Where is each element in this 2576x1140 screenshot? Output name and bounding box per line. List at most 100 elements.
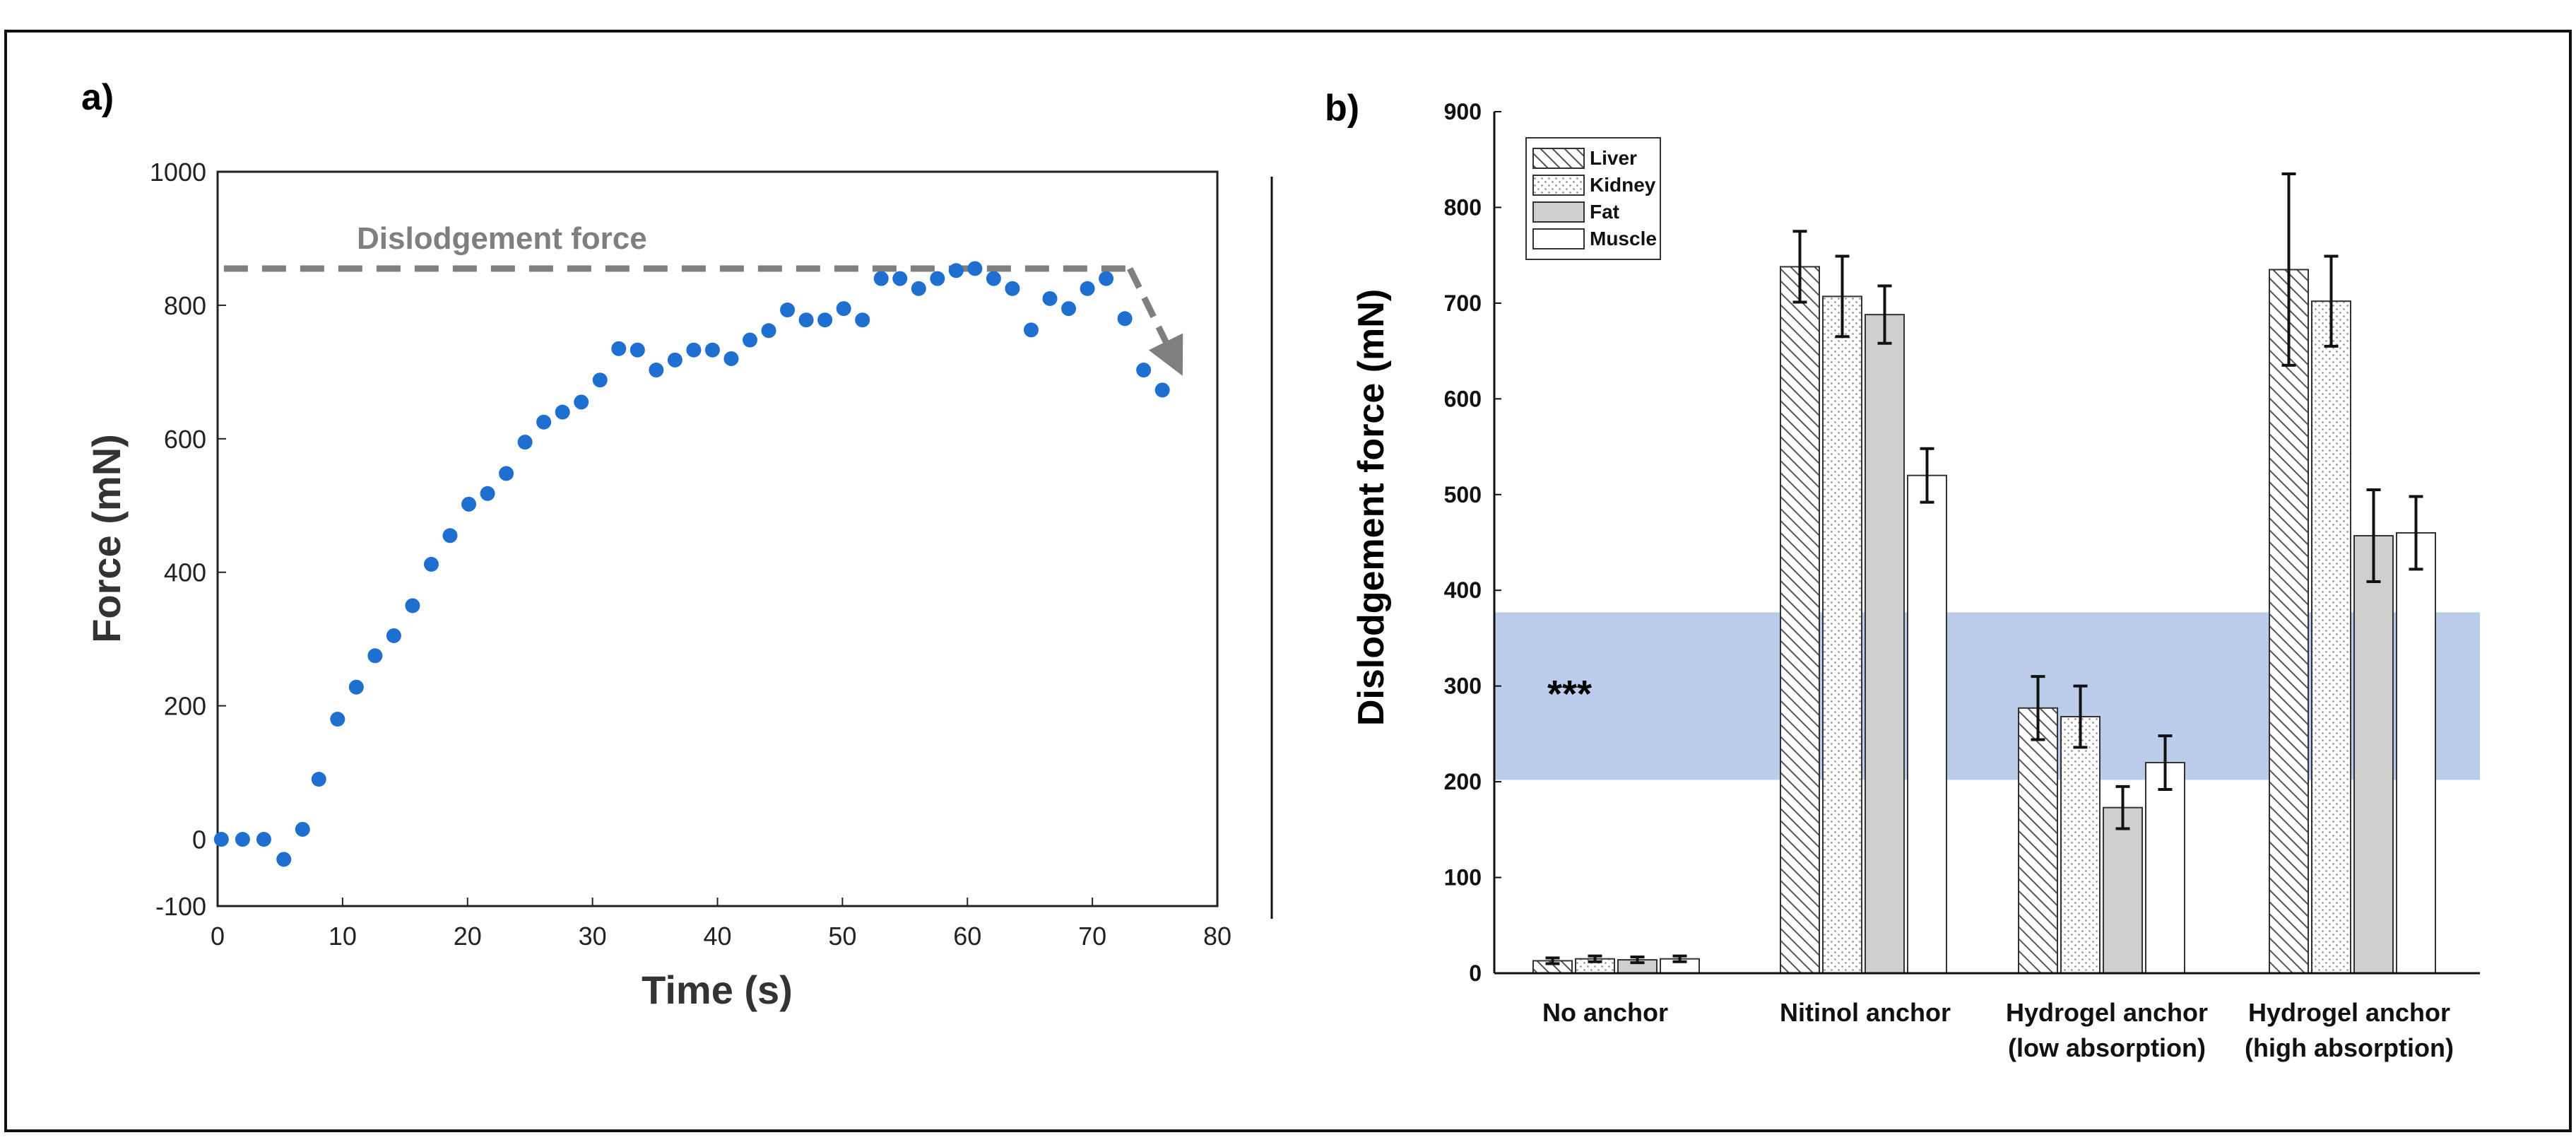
legend-label: Liver	[1590, 147, 1637, 169]
category-label: Hydrogel anchor	[2248, 998, 2450, 1027]
legend-label: Fat	[1590, 201, 1619, 223]
data-point	[911, 281, 926, 296]
category-label: (high absorption)	[2245, 1033, 2454, 1062]
data-point	[1042, 290, 1058, 306]
y-tick-label: 200	[164, 692, 206, 721]
data-point	[213, 832, 229, 847]
panel-b-label: b)	[1325, 88, 1359, 129]
data-point	[1080, 281, 1095, 296]
bar-liver	[2018, 707, 2058, 975]
category-label: (low absorption)	[2008, 1033, 2206, 1062]
y-tick-label: 900	[1444, 99, 1482, 124]
data-point	[704, 342, 720, 358]
panel-b-bars	[1532, 172, 2436, 975]
figure-border	[4, 30, 2572, 1132]
bar-liver	[1780, 266, 1820, 975]
legend-swatch-muscle	[1532, 228, 1585, 249]
data-point	[836, 301, 851, 317]
data-point	[1099, 271, 1114, 286]
data-point	[930, 271, 945, 286]
bar-kidney	[2311, 300, 2351, 974]
data-point	[311, 772, 326, 787]
data-point	[1154, 382, 1170, 398]
x-tick-label: 80	[1203, 922, 1231, 951]
bar-muscle	[2145, 762, 2185, 974]
reference-line-label: Dislodgement force	[357, 221, 647, 256]
panel-b-category-labels: No anchor Nitinol anchor Hydrogel anchor (l…	[1542, 998, 2454, 1062]
bar-fat	[2353, 535, 2394, 974]
bar-fat	[2103, 806, 2143, 975]
x-tick-label: 0	[211, 922, 225, 951]
data-point	[649, 363, 664, 378]
y-tick-label: 100	[1444, 865, 1482, 891]
data-point	[630, 342, 645, 358]
data-point	[742, 332, 757, 348]
data-point	[892, 271, 908, 286]
data-point	[1005, 281, 1020, 296]
y-tick-label: 200	[1444, 769, 1482, 794]
data-point	[611, 341, 627, 356]
data-point	[967, 261, 983, 276]
y-tick-label: 600	[164, 425, 206, 454]
y-tick-label: 800	[164, 291, 206, 320]
data-point	[948, 263, 964, 278]
legend-swatch-kidney	[1532, 175, 1585, 196]
data-point	[536, 414, 552, 430]
y-tick-label: 400	[164, 558, 206, 587]
panel-b-axis-ticks: 0 100 200 300 400 500 600 700 800 900	[1444, 99, 1501, 986]
x-tick-label: 50	[828, 922, 856, 951]
data-point	[780, 302, 796, 318]
legend-label: Kidney	[1590, 174, 1656, 196]
data-point	[330, 712, 345, 727]
bar-fat	[1865, 314, 1905, 974]
y-tick-label: -100	[155, 892, 206, 921]
bar-kidney	[1822, 295, 1862, 974]
dislodgement-force-arrow	[1127, 266, 1183, 376]
data-point	[423, 556, 439, 572]
data-point	[276, 852, 292, 867]
data-point	[761, 323, 776, 339]
bar-muscle	[1907, 474, 1947, 974]
data-point	[442, 528, 458, 543]
data-point	[480, 486, 495, 501]
x-tick-label: 40	[703, 922, 731, 951]
legend-swatch-fat	[1532, 201, 1585, 223]
y-tick-label: 300	[1444, 674, 1482, 699]
data-point	[798, 312, 814, 328]
data-point	[367, 648, 383, 664]
data-point	[873, 271, 889, 286]
data-point	[235, 832, 250, 847]
data-point	[723, 351, 739, 366]
category-label: No anchor	[1542, 998, 1668, 1027]
y-tick-label: 800	[1444, 194, 1482, 220]
data-point	[386, 628, 401, 643]
dislodgement-force-reference	[223, 265, 1183, 376]
x-tick-label: 30	[579, 922, 607, 951]
data-point	[348, 679, 364, 695]
bar-muscle	[2396, 531, 2436, 974]
y-tick-label: 600	[1444, 386, 1482, 411]
category-label: Hydrogel anchor	[2006, 998, 2208, 1027]
data-point	[817, 312, 833, 328]
data-point	[295, 821, 310, 837]
significance-annotation: ***	[1547, 673, 1592, 715]
panel-b-bar-chart: b) 0 100 200 300 400 500 600 700 800 900 No ancho…	[1325, 88, 2480, 1062]
y-tick-label: 500	[1444, 482, 1482, 507]
y-axis-label-a: Force (mN)	[84, 434, 129, 643]
panel-a-scatter-chart: a) Dislodgement force 0 10 20 30 40 50 60 70 80 -…	[81, 77, 1231, 1012]
data-point	[405, 598, 420, 613]
data-point	[592, 372, 608, 388]
data-point	[986, 271, 1001, 286]
y-tick-label: 700	[1444, 290, 1482, 316]
data-point	[1117, 311, 1133, 327]
data-point	[667, 352, 683, 368]
y-tick-label: 400	[1444, 577, 1482, 603]
bar-liver	[2269, 269, 2309, 974]
category-label: Nitinol anchor	[1780, 998, 1951, 1027]
bar-kidney	[2060, 716, 2101, 975]
panel-b-axes	[1493, 112, 2480, 975]
y-tick-label: 0	[1469, 960, 1482, 986]
data-point	[1061, 301, 1077, 317]
